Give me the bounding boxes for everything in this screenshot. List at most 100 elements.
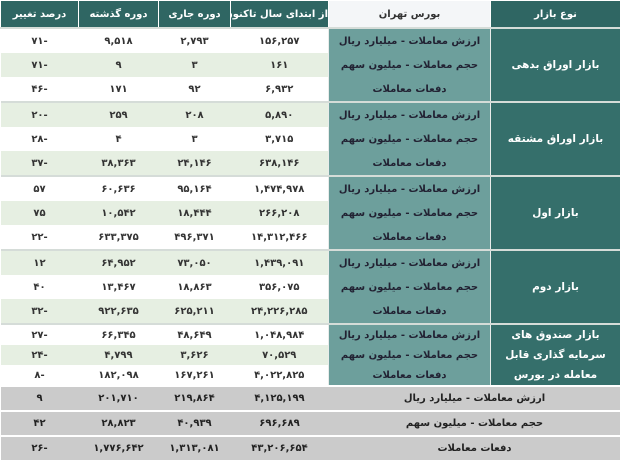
market-type-cell: بازار صندوق های سرمایه گذاری قابل معامله… (490, 323, 620, 387)
ytd-value: ۳۵۶,۰۷۵ (259, 281, 300, 293)
totals-metric-label: دفعات معاملات (328, 435, 620, 460)
current-value: ۲,۷۹۳ (158, 27, 231, 53)
previous-value: ۶۶,۳۴۵ (78, 323, 159, 345)
totals-current-value: ۱,۳۱۳,۰۸۱ (158, 435, 231, 460)
current-value: ۴۹۶,۳۷۱ (174, 231, 215, 243)
metric-label: ارزش معاملات - میلیارد ریال (328, 323, 491, 345)
previous-value: ۹۲۲,۶۳۵ (78, 299, 159, 324)
previous-value: ۱۳,۴۶۷ (101, 281, 136, 293)
header-change: درصد تغییر (0, 0, 79, 29)
previous-value: ۹ (78, 53, 159, 77)
change-value: -۲۷ (0, 323, 79, 345)
totals-ytd-value: ۶۹۶,۶۸۹ (230, 410, 329, 436)
change-value: ۵۷ (0, 175, 79, 201)
metric-label: ارزش معاملات - میلیارد ریال (328, 101, 491, 127)
table-row: دفعات معاملات ۴,۰۲۲,۸۲۵ ۱۶۷,۲۶۱ ۱۸۲,۰۹۸ -۸ (1, 365, 620, 386)
table-row: حجم معاملات - میلیون سهم ۲۶۶,۲۰۸ ۱۸,۴۴۴ ۱۰,… (0, 201, 620, 225)
change-value: -۴۶ (31, 83, 48, 95)
table-row: حجم معاملات - میلیون سهم ۷۰,۵۲۹ ۳,۶۲۶ ۴,۷۹۹… (0, 345, 620, 365)
totals-current-value: ۲۱۹,۸۶۴ (158, 385, 231, 411)
ytd-value: ۱,۴۳۹,۰۹۱ (230, 249, 329, 275)
market-type-cell: بازار اول (490, 175, 620, 251)
previous-value: ۱۷۱ (109, 83, 128, 95)
change-value: -۲۸ (31, 133, 48, 145)
market-type-cell: بازار اوراق مشتقه (490, 101, 620, 177)
totals-change-value: ۹ (0, 385, 79, 411)
ytd-value: ۳,۷۱۵ (265, 133, 294, 145)
totals-previous-value: ۱,۷۷۶,۶۴۲ (78, 435, 159, 460)
previous-value: ۱۸۲,۰۹۸ (98, 369, 139, 381)
ytd-value: ۷۰,۵۲۹ (230, 345, 329, 365)
table-row: حجم معاملات - میلیون سهم ۳,۷۱۵ ۳ ۴ -۲۸ (1, 127, 620, 151)
metric-label: دفعات معاملات (328, 225, 491, 250)
ytd-value: ۱,۴۷۴,۹۷۸ (230, 175, 329, 201)
change-value: -۷۱ (0, 27, 79, 53)
totals-ytd-value: ۴,۱۲۵,۱۹۹ (230, 385, 329, 411)
table-row: بازار اول ارزش معاملات - میلیارد ریال ۱,۴۷… (0, 175, 620, 251)
change-value: -۲۲ (31, 231, 48, 243)
metric-label: دفعات معاملات (328, 77, 491, 102)
market-type-cell: بازار دوم (490, 249, 620, 325)
ytd-value: ۱۶۱ (230, 53, 329, 77)
previous-value: ۶۳۳,۳۷۵ (98, 231, 139, 243)
table-row: بازار صندوق های سرمایه گذاری قابل معامله… (0, 323, 620, 387)
metric-label: دفعات معاملات (328, 365, 491, 386)
current-value: ۷۳,۰۵۰ (158, 249, 231, 275)
ytd-value: ۶,۹۳۲ (265, 83, 294, 95)
table-row: بازار اوراق مشتقه ارزش معاملات - میلیارد … (0, 101, 620, 177)
current-value: ۳ (191, 133, 198, 145)
metric-label: حجم معاملات - میلیون سهم (328, 201, 491, 225)
totals-current-value: ۴۰,۹۳۹ (158, 410, 231, 436)
header-ytd: از ابتدای سال تاکنون (230, 0, 329, 29)
previous-value: ۶۴,۹۵۲ (78, 249, 159, 275)
change-value: -۳۲ (0, 299, 79, 324)
metric-label: دفعات معاملات (328, 151, 491, 176)
ytd-value: ۲۴,۲۲۶,۲۸۵ (230, 299, 329, 324)
totals-metric-label: ارزش معاملات - میلیارد ریال (328, 385, 620, 411)
current-value: ۱۶۷,۲۶۱ (174, 369, 215, 381)
change-value: ۷۵ (0, 201, 79, 225)
previous-value: ۲۵۹ (78, 101, 159, 127)
current-value: ۹۲ (188, 83, 201, 95)
totals-metric-label: حجم معاملات - میلیون سهم (328, 410, 620, 436)
ytd-value: ۱۴,۳۱۲,۴۶۶ (251, 231, 308, 243)
ytd-value: ۲۶۶,۲۰۸ (230, 201, 329, 225)
totals-ytd-value: ۴۳,۲۰۶,۶۵۴ (230, 435, 329, 460)
totals-row: دفعات معاملات ۴۳,۲۰۶,۶۵۴ ۱,۳۱۳,۰۸۱ ۱,۷۷۶,۶۴… (0, 435, 620, 460)
change-value: -۸ (34, 369, 45, 381)
change-value: -۲۴ (0, 345, 79, 365)
metric-label: حجم معاملات - میلیون سهم (328, 53, 491, 77)
current-value: ۱۸,۴۴۴ (158, 201, 231, 225)
totals-change-value: ۴۲ (0, 410, 79, 436)
totals-row: ارزش معاملات - میلیارد ریال ۴,۱۲۵,۱۹۹ ۲۱۹,… (0, 385, 620, 411)
totals-previous-value: ۲۰۱,۷۱۰ (78, 385, 159, 411)
metric-label: ارزش معاملات - میلیارد ریال (328, 249, 491, 275)
metric-label: حجم معاملات - میلیون سهم (328, 275, 491, 299)
previous-value: ۱۰,۵۴۲ (78, 201, 159, 225)
header-row: نوع بازار بورس تهران از ابتدای سال تاکنو… (0, 0, 620, 29)
market-type-cell: بازار اوراق بدهی (490, 27, 620, 103)
ytd-value: ۶۳۸,۱۴۶ (230, 151, 329, 176)
metric-label: ارزش معاملات - میلیارد ریال (328, 175, 491, 201)
table-row: بازار دوم ارزش معاملات - میلیارد ریال ۱,۴۳… (0, 249, 620, 325)
current-value: ۳,۶۲۶ (158, 345, 231, 365)
totals-previous-value: ۲۸,۸۲۳ (78, 410, 159, 436)
ytd-value: ۴,۰۲۲,۸۲۵ (254, 369, 305, 381)
metric-label: حجم معاملات - میلیون سهم (328, 127, 491, 151)
change-value: -۲۰ (0, 101, 79, 127)
change-value: ۱۲ (0, 249, 79, 275)
current-value: ۳ (158, 53, 231, 77)
table-row: دفعات معاملات ۱۴,۳۱۲,۴۶۶ ۴۹۶,۳۷۱ ۶۳۳,۳۷۵ -۲۲ (1, 225, 620, 250)
metric-label: دفعات معاملات (328, 299, 491, 324)
table-row: حجم معاملات - میلیون سهم ۳۵۶,۰۷۵ ۱۸,۸۶۳ ۱۳,… (1, 275, 620, 299)
totals-change-value: -۲۶ (0, 435, 79, 460)
table-row: بازار اوراق بدهی ارزش معاملات - میلیارد ر… (0, 27, 620, 103)
previous-value: ۶۰,۶۳۶ (78, 175, 159, 201)
header-current: دوره جاری (158, 0, 231, 29)
previous-value: ۹,۵۱۸ (78, 27, 159, 53)
previous-value: ۳۸,۳۶۳ (78, 151, 159, 176)
previous-value: ۴,۷۹۹ (78, 345, 159, 365)
header-previous: دوره گذشته (78, 0, 159, 29)
current-value: ۴۸,۶۴۹ (158, 323, 231, 345)
